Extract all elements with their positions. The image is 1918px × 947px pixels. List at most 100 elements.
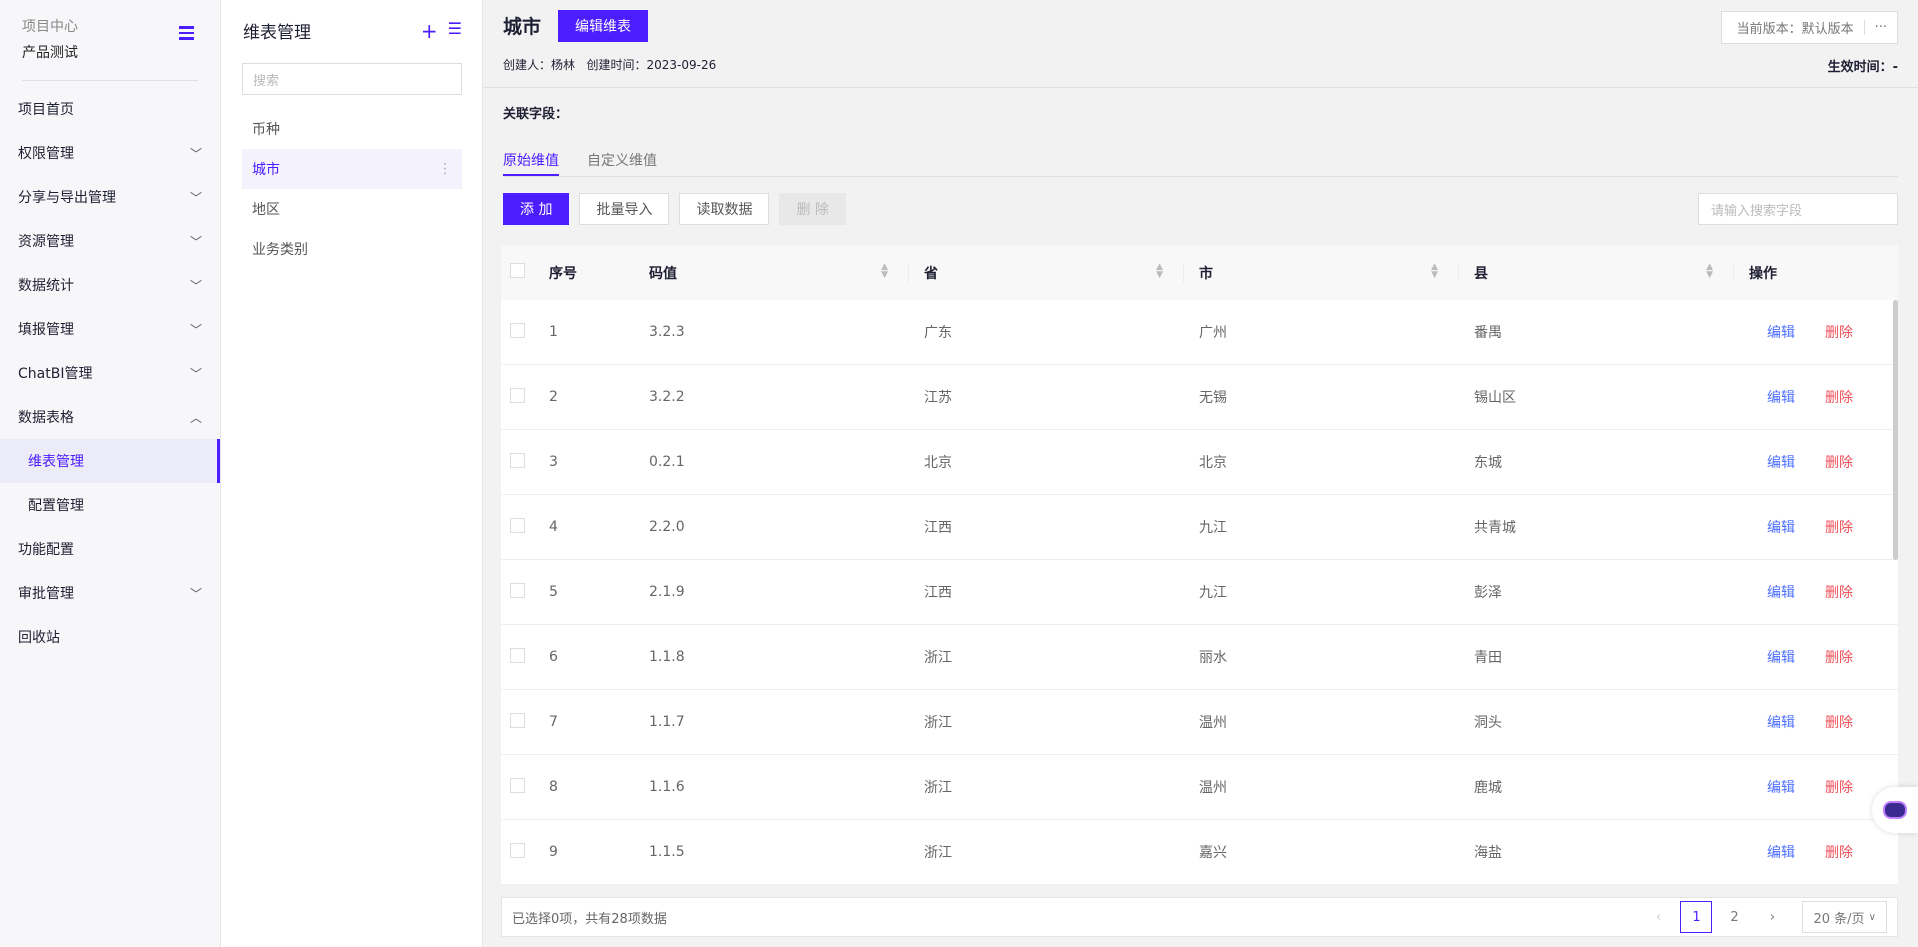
table-row: 4 2.2.0 江西 九江 共青城 编辑 删除 <box>501 495 1898 560</box>
page-1[interactable]: 1 <box>1680 901 1713 933</box>
sidebar-item[interactable]: 审批管理 ﹀ <box>0 571 220 615</box>
row-checkbox[interactable] <box>510 517 525 533</box>
sidebar-item[interactable]: 维表管理 <box>0 439 220 483</box>
sidebar-item[interactable]: 功能配置 <box>0 527 220 571</box>
sidebar-item-label: 功能配置 <box>18 542 74 558</box>
dimension-list-item[interactable]: 币种 <box>242 109 462 149</box>
main-content: 城市 编辑维表 当前版本：默认版本 ··· 创建人：杨林 创建时间：2023-09… <box>483 0 1918 947</box>
row-checkbox[interactable] <box>510 842 525 858</box>
sidebar-item[interactable]: 配置管理 <box>0 483 220 527</box>
batch-import-button[interactable]: 批量导入 <box>579 193 670 225</box>
col-code[interactable]: 码值 ▲ ▼ <box>634 261 909 283</box>
cell-index: 9 <box>549 844 558 860</box>
edit-link[interactable]: 编辑 <box>1767 390 1795 406</box>
row-checkbox[interactable] <box>510 582 525 598</box>
col-province[interactable]: 省 ▲ ▼ <box>909 261 1184 283</box>
chevron-down-icon: ﹀ <box>189 366 202 381</box>
cell-code: 1.1.6 <box>649 779 685 795</box>
delete-link[interactable]: 删除 <box>1825 455 1853 471</box>
col-county[interactable]: 县 ▲ ▼ <box>1459 261 1734 283</box>
prev-page-icon[interactable]: ‹ <box>1655 909 1662 925</box>
sidebar-item[interactable]: 回收站 <box>0 615 220 659</box>
divider <box>22 80 198 81</box>
page-size-select[interactable]: 20 条/页 ∨ <box>1802 901 1887 933</box>
row-checkbox[interactable] <box>510 647 525 663</box>
cell-index: 3 <box>549 454 558 470</box>
cell-province: 浙江 <box>924 715 952 731</box>
sidebar-item[interactable]: 数据统计 ﹀ <box>0 263 220 307</box>
more-vertical-icon[interactable]: ⋮ <box>438 161 452 177</box>
sidebar-item[interactable]: 权限管理 ﹀ <box>0 131 220 175</box>
sort-icon[interactable]: ▲ ▼ <box>1706 261 1713 280</box>
sidebar-nav: 项目首页 权限管理 ﹀ 分享与导出管理 ﹀ 资源管理 ﹀ 数据统计 ﹀ 填报管理 ﹀ ChatBI管理… <box>0 87 220 659</box>
dimension-search-input[interactable]: 搜索 <box>242 63 462 95</box>
table-row: 6 1.1.8 浙江 丽水 青田 编辑 删除 <box>501 625 1898 690</box>
cell-code: 3.2.2 <box>649 389 685 405</box>
tab-custom-values[interactable]: 自定义维值 <box>587 153 657 169</box>
page-2[interactable]: 2 <box>1730 909 1739 925</box>
add-icon[interactable]: + <box>420 18 438 43</box>
delete-link[interactable]: 删除 <box>1825 325 1853 341</box>
sidebar-item[interactable]: 资源管理 ﹀ <box>0 219 220 263</box>
edit-link[interactable]: 编辑 <box>1767 715 1795 731</box>
delete-link[interactable]: 删除 <box>1825 520 1853 536</box>
creator: 创建人：杨林 <box>503 58 576 72</box>
tabs: 原始维值 自定义维值 <box>503 150 1898 177</box>
menu-collapse-icon[interactable] <box>179 26 194 40</box>
sidebar-item[interactable]: ChatBI管理 ﹀ <box>0 351 220 395</box>
sort-icon[interactable]: ☰ <box>447 18 462 38</box>
chevron-down-icon: ﹀ <box>189 322 202 337</box>
edit-link[interactable]: 编辑 <box>1767 520 1795 536</box>
field-search-input[interactable]: 请输入搜索字段 <box>1698 193 1898 225</box>
sidebar-item[interactable]: 数据表格 ︿ <box>0 395 220 439</box>
cell-county: 洞头 <box>1474 715 1502 731</box>
dimension-list-item[interactable]: 地区 <box>242 189 462 229</box>
sidebar-item[interactable]: 项目首页 <box>0 87 220 131</box>
delete-button[interactable]: 删 除 <box>779 193 846 225</box>
divider <box>483 87 1918 88</box>
tab-original-values[interactable]: 原始维值 <box>503 150 559 176</box>
edit-link[interactable]: 编辑 <box>1767 585 1795 601</box>
more-icon[interactable]: ··· <box>1863 20 1887 35</box>
sidebar-item[interactable]: 填报管理 ﹀ <box>0 307 220 351</box>
edit-link[interactable]: 编辑 <box>1767 845 1795 861</box>
project-switcher[interactable]: 项目中心 产品测试 <box>0 0 220 62</box>
ai-assistant-robot-icon[interactable] <box>1872 787 1918 833</box>
edit-link[interactable]: 编辑 <box>1767 455 1795 471</box>
sidebar-item[interactable]: 分享与导出管理 ﹀ <box>0 175 220 219</box>
cell-city: 北京 <box>1199 455 1227 471</box>
row-checkbox[interactable] <box>510 322 525 338</box>
selection-summary: 已选择0项，共有28项数据 <box>512 911 667 927</box>
col-city[interactable]: 市 ▲ ▼ <box>1184 261 1459 283</box>
add-button[interactable]: 添 加 <box>503 193 570 225</box>
delete-link[interactable]: 删除 <box>1825 585 1853 601</box>
next-page-icon[interactable]: › <box>1769 909 1776 925</box>
sidebar-item-label: ChatBI管理 <box>18 366 93 382</box>
sort-icon[interactable]: ▲ ▼ <box>1431 261 1438 280</box>
select-all-checkbox[interactable] <box>510 263 525 278</box>
sort-icon[interactable]: ▲ ▼ <box>1156 261 1163 280</box>
edit-link[interactable]: 编辑 <box>1767 780 1795 796</box>
col-county-label: 县 <box>1474 265 1488 282</box>
delete-link[interactable]: 删除 <box>1825 845 1853 861</box>
dimension-list-item[interactable]: 业务类别 <box>242 229 462 269</box>
sort-icon[interactable]: ▲ ▼ <box>881 261 888 280</box>
row-checkbox[interactable] <box>510 777 525 793</box>
edit-link[interactable]: 编辑 <box>1767 325 1795 341</box>
version-selector[interactable]: 当前版本：默认版本 ··· <box>1720 11 1898 44</box>
delete-link[interactable]: 删除 <box>1825 650 1853 666</box>
dimension-panel: 维表管理 + ☰ 搜索 币种 城市 ⋮ 地区 业务类别 <box>221 0 483 947</box>
edit-link[interactable]: 编辑 <box>1767 650 1795 666</box>
dimension-list-item[interactable]: 城市 ⋮ <box>242 149 462 189</box>
cell-province: 广东 <box>924 325 952 341</box>
read-data-button[interactable]: 读取数据 <box>679 193 770 225</box>
row-checkbox[interactable] <box>510 712 525 728</box>
table-scrollbar[interactable] <box>1893 300 1898 560</box>
cell-code: 0.2.1 <box>649 454 685 470</box>
delete-link[interactable]: 删除 <box>1825 780 1853 796</box>
edit-dimension-button[interactable]: 编辑维表 <box>558 10 648 42</box>
delete-link[interactable]: 删除 <box>1825 715 1853 731</box>
delete-link[interactable]: 删除 <box>1825 390 1853 406</box>
row-checkbox[interactable] <box>510 452 525 468</box>
row-checkbox[interactable] <box>510 387 525 403</box>
